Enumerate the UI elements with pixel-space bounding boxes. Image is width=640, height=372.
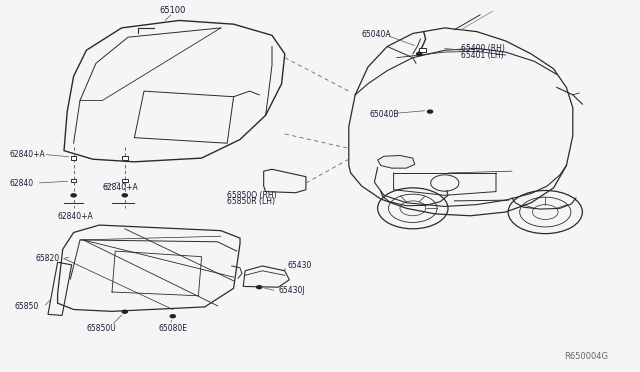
Polygon shape xyxy=(378,155,415,168)
Text: 65820: 65820 xyxy=(35,254,60,263)
Text: 65850R (LH): 65850R (LH) xyxy=(227,197,275,206)
Bar xyxy=(419,48,426,52)
Text: 65100: 65100 xyxy=(159,6,186,15)
Text: 65850: 65850 xyxy=(14,302,38,311)
Text: R650004G: R650004G xyxy=(564,352,609,361)
Text: 65401 (LH): 65401 (LH) xyxy=(461,51,504,60)
Bar xyxy=(122,156,128,160)
Text: 65850U: 65850U xyxy=(86,324,116,333)
Bar xyxy=(70,179,77,182)
Circle shape xyxy=(122,310,127,313)
Text: 65080E: 65080E xyxy=(159,324,188,333)
Text: 65430J: 65430J xyxy=(278,286,305,295)
Text: 65430: 65430 xyxy=(288,262,312,270)
Text: 65400 (RH): 65400 (RH) xyxy=(461,44,505,53)
Text: 62840+A: 62840+A xyxy=(102,183,138,192)
Circle shape xyxy=(417,52,422,55)
Circle shape xyxy=(428,110,433,113)
Text: 65850Q (RH): 65850Q (RH) xyxy=(227,191,277,200)
Circle shape xyxy=(71,194,76,197)
Bar xyxy=(70,156,77,160)
Circle shape xyxy=(257,286,262,289)
Text: 62840: 62840 xyxy=(10,179,34,187)
Circle shape xyxy=(170,315,175,318)
Text: 65040A: 65040A xyxy=(362,30,391,39)
Polygon shape xyxy=(349,28,573,216)
Text: 62840+A: 62840+A xyxy=(10,150,45,159)
Circle shape xyxy=(122,194,127,197)
Text: 62840+A: 62840+A xyxy=(58,212,93,221)
Text: 65040B: 65040B xyxy=(370,110,399,119)
Bar xyxy=(122,179,128,182)
